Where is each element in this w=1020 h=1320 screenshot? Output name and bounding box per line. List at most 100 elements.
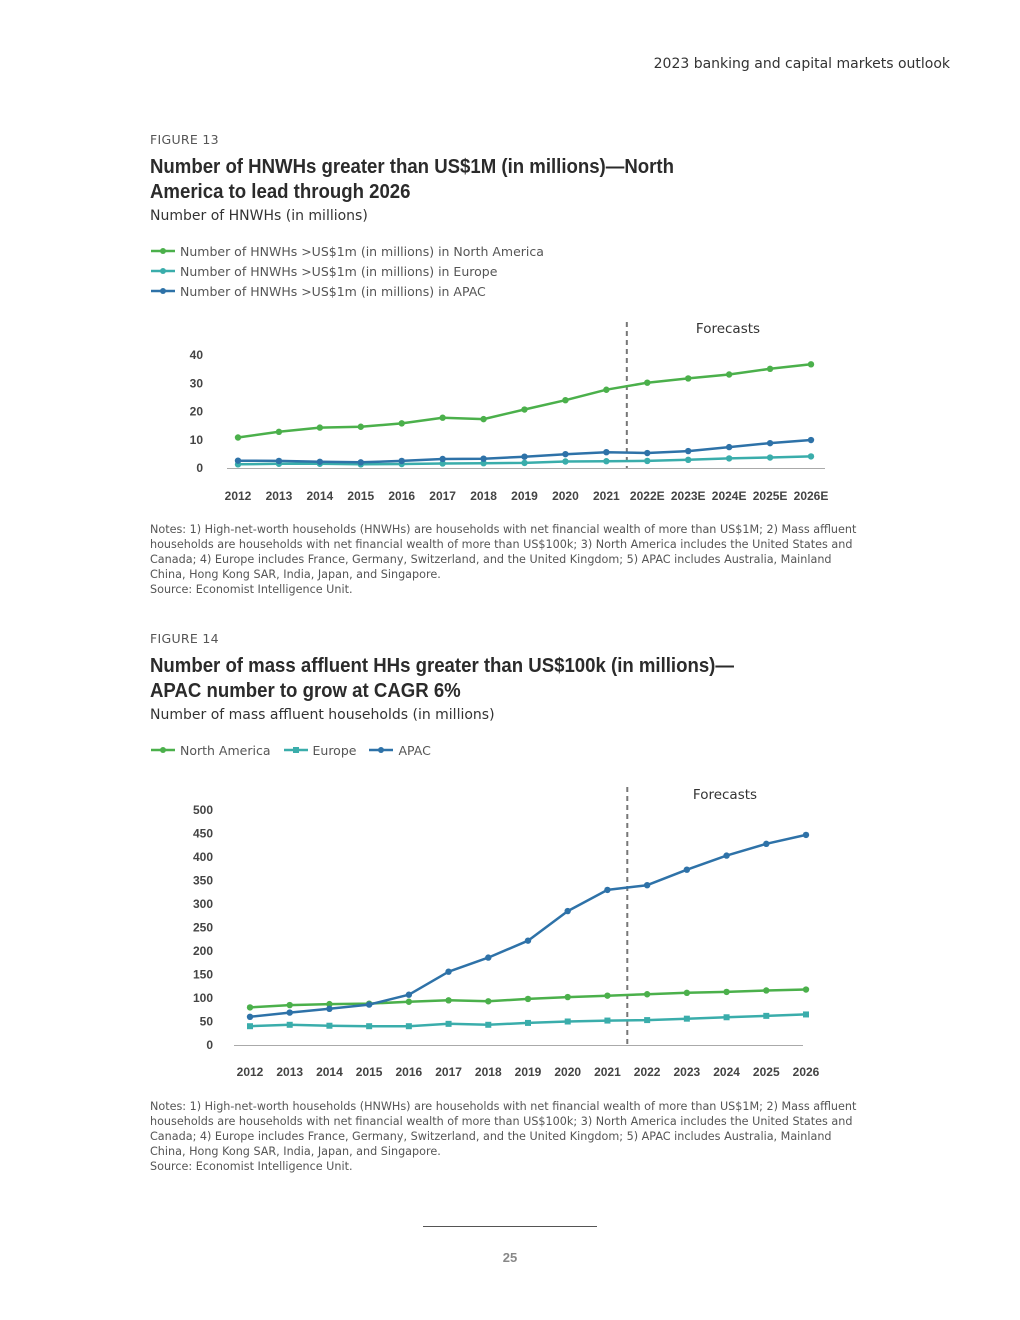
data-point-europe xyxy=(723,1014,730,1021)
legend-marker-north-america xyxy=(151,248,175,254)
data-point-europe xyxy=(480,459,487,467)
data-point-apac xyxy=(398,457,405,465)
x-tick-label: 2019 xyxy=(511,489,538,503)
figure-14-source: Source: Economist Intelligence Unit. xyxy=(150,1160,353,1173)
data-point-europe xyxy=(564,1018,571,1025)
y-tick-label: 50 xyxy=(200,1015,214,1029)
data-point-north-america xyxy=(234,434,242,441)
data-point-europe xyxy=(439,460,446,467)
data-point-europe xyxy=(445,1020,452,1027)
x-tick-label: 2022E xyxy=(630,489,665,503)
data-point-north-america xyxy=(398,420,405,427)
figure-14-notes-text: Notes: 1) High-net-worth households (HNW… xyxy=(150,1100,857,1158)
x-tick-label: 2020 xyxy=(552,489,579,503)
series-line-north-america xyxy=(237,363,812,439)
data-point-europe xyxy=(562,458,569,465)
data-point-north-america xyxy=(439,414,446,421)
data-point-north-america xyxy=(405,998,413,1005)
y-tick-label: 500 xyxy=(193,803,213,817)
data-point-north-america xyxy=(445,997,452,1004)
figure-13-label: FIGURE 13 xyxy=(150,132,219,147)
legend-label-europe: Number of HNWHs >US$1m (in millions) in … xyxy=(180,263,498,279)
figure-13-notes-text: Notes: 1) High-net-worth households (HNW… xyxy=(150,523,857,581)
y-tick-label: 150 xyxy=(193,968,213,982)
y-tick-label: 10 xyxy=(190,433,204,447)
y-tick-label: 100 xyxy=(193,991,213,1005)
x-tick-label: 2015 xyxy=(356,1065,383,1079)
data-point-europe xyxy=(683,1015,690,1022)
x-tick-label: 2025E xyxy=(753,489,788,503)
x-tick-label: 2026E xyxy=(794,489,829,503)
y-tick-label: 450 xyxy=(193,827,213,841)
data-point-apac xyxy=(365,1001,373,1008)
data-point-europe xyxy=(644,457,651,465)
data-point-europe xyxy=(405,1023,412,1030)
mass-affluent-line-chart: 0 50 100 150 200 250 300 350 400 450 500 2012 2013 20… xyxy=(193,787,820,1079)
data-point-apac xyxy=(326,1005,333,1013)
data-point-europe xyxy=(604,1017,611,1024)
data-point-north-america xyxy=(603,386,610,393)
legend-marker-europe xyxy=(151,268,175,274)
figure-13-subtitle: Number of HNWHs (in millions) xyxy=(150,208,368,224)
data-point-north-america xyxy=(604,992,611,999)
data-point-north-america xyxy=(723,988,730,996)
figure-14-notes: Notes: 1) High-net-worth households (HNW… xyxy=(150,1099,870,1174)
legend-marker-apac xyxy=(151,288,175,294)
data-point-apac xyxy=(562,450,569,458)
data-point-north-america xyxy=(275,428,283,436)
data-point-apac xyxy=(643,882,651,889)
figure-14-legend: North America Europe APAC xyxy=(150,740,443,760)
x-tick-label: 2013 xyxy=(266,489,293,503)
data-point-apac xyxy=(644,449,651,457)
legend-marker-apac-2 xyxy=(369,747,394,753)
data-point-north-america xyxy=(807,361,815,368)
data-point-north-america xyxy=(766,365,774,373)
x-tick-label: 2012 xyxy=(237,1065,264,1079)
data-point-apac xyxy=(683,866,691,873)
y-tick-label: 0 xyxy=(206,1038,213,1052)
data-point-europe xyxy=(286,1021,293,1028)
legend-label-north-america: Number of HNWHs >US$1m (in millions) in … xyxy=(180,243,544,259)
data-point-north-america xyxy=(521,406,528,413)
legend-item-apac: Number of HNWHs >US$1m (in millions) in … xyxy=(150,281,544,301)
data-point-north-america xyxy=(524,995,532,1003)
data-point-apac xyxy=(604,886,611,894)
x-tick-label: 2023E xyxy=(671,489,706,503)
data-point-north-america xyxy=(246,1004,254,1011)
data-point-apac xyxy=(485,954,492,961)
data-point-apac xyxy=(480,455,487,462)
legend-item-north-america-2: North America xyxy=(150,740,271,760)
data-point-apac xyxy=(766,439,774,447)
legend-item-apac-2: APAC xyxy=(368,740,431,760)
data-point-apac xyxy=(725,443,733,451)
data-point-apac xyxy=(246,1013,254,1020)
y-tick-label: 0 xyxy=(196,461,203,475)
legend-label-apac-2: APAC xyxy=(398,742,431,758)
x-tick-label: 2026 xyxy=(793,1065,820,1079)
data-point-apac xyxy=(357,459,364,466)
y-tick-label: 200 xyxy=(193,944,213,958)
footer-divider xyxy=(423,1226,597,1227)
y-tick-label: 350 xyxy=(193,874,213,888)
x-tick-label: 2016 xyxy=(396,1065,423,1079)
y-tick-label: 400 xyxy=(193,850,213,864)
x-tick-label: 2018 xyxy=(470,489,497,503)
data-point-apac xyxy=(603,448,610,456)
x-tick-label: 2016 xyxy=(388,489,415,503)
data-point-apac xyxy=(763,840,770,848)
legend-item-europe: Number of HNWHs >US$1m (in millions) in … xyxy=(150,261,544,281)
data-point-apac xyxy=(439,455,446,463)
data-point-apac xyxy=(405,991,413,998)
figure-13-notes: Notes: 1) High-net-worth households (HNW… xyxy=(150,522,870,597)
data-point-north-america xyxy=(326,1000,333,1008)
report-title: 2023 banking and capital markets outlook xyxy=(653,56,950,72)
x-tick-label: 2013 xyxy=(276,1065,303,1079)
series-line-apac xyxy=(249,833,807,1019)
forecast-label: Forecasts xyxy=(696,321,760,337)
data-point-north-america xyxy=(485,998,492,1005)
x-tick-label: 2023 xyxy=(674,1065,701,1079)
x-tick-label: 2017 xyxy=(429,489,456,503)
data-point-europe xyxy=(247,1023,253,1030)
legend-marker-north-america-2 xyxy=(151,747,175,753)
x-tick-label: 2024 xyxy=(713,1065,740,1079)
